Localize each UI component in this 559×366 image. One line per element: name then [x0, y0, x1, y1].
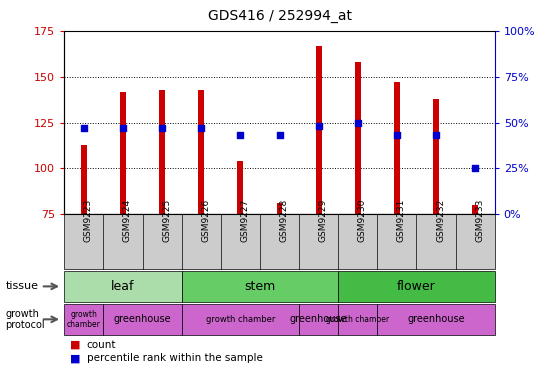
Point	[158, 125, 167, 131]
Point	[236, 132, 245, 138]
Text: GSM9226: GSM9226	[201, 198, 210, 242]
Bar	[394, 82, 400, 214]
Text: GSM9228: GSM9228	[280, 198, 288, 242]
Bar	[355, 62, 361, 214]
Bar	[81, 145, 87, 214]
Bar	[316, 46, 321, 214]
Point	[314, 123, 323, 129]
Bar	[238, 161, 243, 214]
Text: greenhouse: greenhouse	[290, 314, 348, 324]
Text: GSM9223: GSM9223	[84, 198, 93, 242]
Point	[353, 120, 362, 126]
Bar	[120, 92, 126, 214]
Bar	[433, 99, 439, 214]
Bar	[159, 90, 165, 214]
Text: growth chamber: growth chamber	[326, 315, 389, 324]
Text: growth
protocol: growth protocol	[6, 309, 45, 330]
Text: GSM9230: GSM9230	[358, 198, 367, 242]
Text: GSM9233: GSM9233	[475, 198, 484, 242]
Text: GSM9224: GSM9224	[123, 198, 132, 242]
Text: flower: flower	[397, 280, 436, 293]
Point	[392, 132, 401, 138]
Point	[197, 125, 206, 131]
Text: percentile rank within the sample: percentile rank within the sample	[87, 353, 263, 363]
Text: GSM9229: GSM9229	[319, 198, 328, 242]
Text: count: count	[87, 340, 116, 350]
Text: GSM9227: GSM9227	[240, 198, 249, 242]
Text: greenhouse: greenhouse	[407, 314, 465, 324]
Text: growth chamber: growth chamber	[206, 315, 275, 324]
Point	[119, 125, 127, 131]
Point	[79, 125, 88, 131]
Bar	[277, 203, 282, 214]
Text: GSM9225: GSM9225	[162, 198, 171, 242]
Text: growth
chamber: growth chamber	[67, 310, 101, 329]
Text: stem: stem	[244, 280, 276, 293]
Text: leaf: leaf	[111, 280, 135, 293]
Text: ■: ■	[70, 353, 80, 363]
Text: GDS416 / 252994_at: GDS416 / 252994_at	[207, 9, 352, 23]
Text: tissue: tissue	[6, 281, 39, 291]
Text: GSM9231: GSM9231	[397, 198, 406, 242]
Text: greenhouse: greenhouse	[113, 314, 172, 324]
Bar	[472, 205, 478, 214]
Bar	[198, 90, 204, 214]
Text: GSM9232: GSM9232	[436, 198, 445, 242]
Point	[432, 132, 440, 138]
Point	[275, 132, 284, 138]
Text: ■: ■	[70, 340, 80, 350]
Point	[471, 165, 480, 171]
